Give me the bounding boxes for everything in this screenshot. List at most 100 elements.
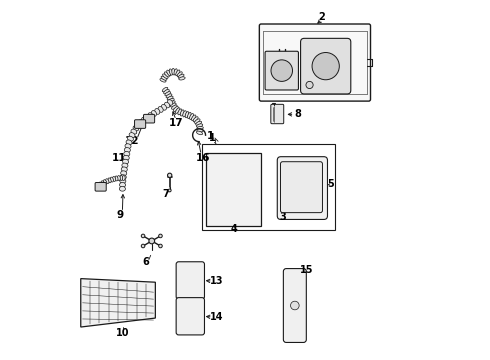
Text: 4: 4 [231, 224, 238, 234]
Polygon shape [81, 279, 155, 327]
Ellipse shape [97, 184, 101, 188]
Ellipse shape [122, 159, 128, 164]
Ellipse shape [176, 70, 180, 76]
Ellipse shape [110, 177, 113, 182]
FancyBboxPatch shape [271, 104, 284, 124]
FancyBboxPatch shape [176, 298, 204, 335]
Ellipse shape [169, 101, 175, 104]
Text: 1: 1 [207, 131, 215, 141]
Ellipse shape [174, 69, 177, 75]
Ellipse shape [145, 115, 150, 121]
Ellipse shape [190, 113, 194, 120]
Ellipse shape [175, 108, 180, 113]
Text: 16: 16 [196, 153, 210, 163]
Ellipse shape [99, 182, 103, 186]
FancyBboxPatch shape [265, 51, 298, 90]
Ellipse shape [167, 96, 173, 100]
Ellipse shape [142, 117, 147, 123]
Ellipse shape [124, 152, 130, 156]
Ellipse shape [196, 121, 201, 125]
Ellipse shape [161, 104, 167, 110]
Ellipse shape [151, 111, 156, 116]
Circle shape [159, 234, 162, 238]
Ellipse shape [133, 126, 139, 131]
Circle shape [271, 60, 293, 81]
Ellipse shape [120, 183, 125, 187]
Ellipse shape [178, 109, 182, 115]
FancyBboxPatch shape [300, 39, 351, 94]
Text: 11: 11 [112, 153, 126, 163]
FancyBboxPatch shape [277, 157, 327, 220]
Text: 13: 13 [210, 276, 223, 286]
Ellipse shape [170, 103, 176, 107]
Ellipse shape [160, 78, 166, 82]
Ellipse shape [196, 124, 203, 127]
Ellipse shape [121, 167, 127, 172]
Text: 7: 7 [163, 189, 170, 199]
Ellipse shape [126, 140, 132, 145]
Ellipse shape [122, 176, 125, 181]
Ellipse shape [197, 126, 203, 130]
Ellipse shape [192, 115, 196, 121]
Ellipse shape [195, 119, 200, 123]
Text: 1: 1 [209, 133, 216, 143]
Ellipse shape [172, 68, 175, 75]
Ellipse shape [161, 76, 167, 80]
Text: 12: 12 [125, 136, 139, 146]
Text: 5: 5 [328, 179, 335, 189]
Ellipse shape [120, 175, 122, 180]
FancyBboxPatch shape [283, 269, 306, 342]
Circle shape [149, 238, 155, 244]
Text: 3: 3 [279, 212, 286, 221]
Ellipse shape [172, 105, 177, 109]
Ellipse shape [178, 74, 184, 78]
Ellipse shape [169, 69, 172, 75]
Circle shape [168, 189, 171, 192]
Ellipse shape [193, 117, 198, 122]
Ellipse shape [131, 129, 137, 134]
Ellipse shape [166, 94, 172, 98]
Ellipse shape [120, 175, 126, 179]
FancyBboxPatch shape [206, 153, 261, 226]
Ellipse shape [197, 129, 203, 132]
Ellipse shape [173, 107, 178, 112]
Circle shape [141, 234, 145, 238]
Ellipse shape [120, 179, 126, 183]
FancyBboxPatch shape [176, 262, 204, 299]
Ellipse shape [165, 72, 170, 77]
Text: 6: 6 [142, 257, 148, 267]
Ellipse shape [103, 180, 107, 184]
Ellipse shape [165, 102, 170, 108]
Ellipse shape [122, 163, 128, 168]
Ellipse shape [115, 176, 118, 181]
Ellipse shape [162, 87, 168, 92]
Ellipse shape [129, 132, 135, 138]
Ellipse shape [123, 156, 129, 160]
Bar [202, 144, 335, 230]
Text: 14: 14 [210, 312, 223, 322]
Ellipse shape [136, 122, 141, 128]
Ellipse shape [168, 98, 174, 102]
Ellipse shape [120, 186, 125, 191]
Ellipse shape [167, 70, 171, 76]
Ellipse shape [188, 112, 191, 118]
FancyBboxPatch shape [259, 24, 370, 101]
Text: 15: 15 [300, 265, 314, 275]
Circle shape [168, 173, 172, 177]
Ellipse shape [177, 72, 182, 77]
FancyBboxPatch shape [280, 162, 322, 213]
Ellipse shape [158, 107, 163, 112]
Ellipse shape [179, 77, 185, 80]
Ellipse shape [121, 171, 127, 176]
Ellipse shape [148, 113, 153, 118]
Ellipse shape [125, 144, 131, 149]
Circle shape [159, 244, 162, 248]
Ellipse shape [183, 111, 186, 117]
Ellipse shape [139, 120, 144, 125]
Text: 2: 2 [318, 12, 325, 22]
Circle shape [141, 244, 145, 248]
Ellipse shape [185, 112, 189, 118]
Circle shape [291, 301, 299, 310]
FancyBboxPatch shape [135, 120, 146, 129]
Ellipse shape [127, 136, 133, 141]
